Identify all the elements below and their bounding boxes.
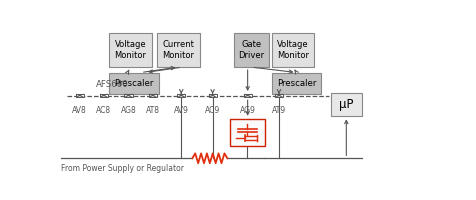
Text: AV9: AV9 <box>174 106 188 115</box>
Bar <box>157 33 200 67</box>
Text: AC9: AC9 <box>205 106 220 115</box>
Bar <box>234 33 268 67</box>
Bar <box>124 94 132 97</box>
Bar <box>331 93 362 116</box>
Text: Prescaler: Prescaler <box>277 79 316 88</box>
Text: Prescaler: Prescaler <box>115 79 154 88</box>
Text: AT9: AT9 <box>272 106 286 115</box>
Bar <box>109 73 159 94</box>
Text: AC8: AC8 <box>96 106 111 115</box>
Bar <box>99 94 108 97</box>
Bar <box>149 94 157 97</box>
Text: Current
Monitor: Current Monitor <box>162 40 195 60</box>
Bar <box>275 94 283 97</box>
Text: AFS600: AFS600 <box>96 80 129 89</box>
Bar <box>109 33 152 67</box>
Bar <box>272 73 321 94</box>
Text: From Power Supply or Regulator: From Power Supply or Regulator <box>61 164 184 173</box>
Bar <box>230 119 265 146</box>
Bar <box>177 94 185 97</box>
Text: μP: μP <box>339 98 354 111</box>
Text: AG8: AG8 <box>120 106 136 115</box>
Text: Voltage
Monitor: Voltage Monitor <box>277 40 309 60</box>
Bar <box>208 94 217 97</box>
Text: Gate
Driver: Gate Driver <box>238 40 264 60</box>
Bar <box>76 94 84 97</box>
Bar <box>244 94 252 97</box>
Text: Voltage
Monitor: Voltage Monitor <box>115 40 147 60</box>
Bar <box>272 33 314 67</box>
Text: AG9: AG9 <box>240 106 256 115</box>
Text: AT8: AT8 <box>146 106 160 115</box>
Text: AV8: AV8 <box>72 106 87 115</box>
